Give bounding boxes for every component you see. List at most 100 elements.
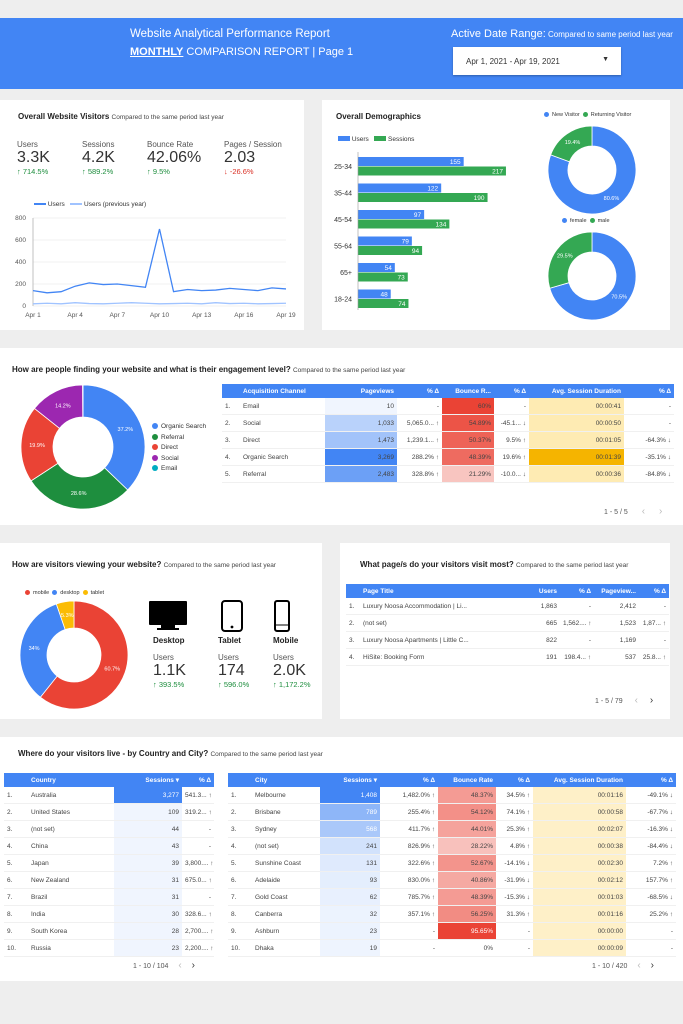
change-cell: -68.5% ↓	[626, 888, 676, 906]
users-cell: 822	[520, 631, 560, 649]
category-label: 65+	[340, 270, 352, 277]
city-cell: Ashburn	[252, 922, 320, 940]
bounce-cell: 50.37%	[442, 431, 494, 449]
date-range-dropdown[interactable]: Apr 1, 2021 - Apr 19, 2021 ▼	[453, 47, 621, 75]
header-row: City Sessions ▾% Δ Bounce Rate% Δ Avg. Sess…	[228, 773, 676, 787]
change-cell: -	[560, 598, 594, 615]
header-cell	[4, 773, 28, 787]
change-cell: -67.7% ↓	[626, 803, 676, 821]
pageviews-cell: 1,033	[325, 414, 397, 432]
legend-users-swatch	[338, 136, 350, 141]
top-pages-pager: 1 - 5 / 79 ‹ ›	[595, 695, 653, 706]
change-cell: -	[624, 414, 674, 432]
legend-users-label: Users	[47, 201, 65, 208]
bar-sessions	[358, 246, 423, 255]
gender-legend: female male	[562, 218, 610, 224]
legend-dot	[152, 465, 158, 472]
subtitle-bold: MONTHLY	[130, 46, 184, 58]
channel-cell: Direct	[240, 431, 325, 449]
bar-sessions	[358, 166, 506, 176]
row-index: 1.	[4, 787, 28, 804]
row-index: 2.	[346, 614, 360, 632]
country-table: Country Sessions ▾% Δ 1. Australia 3,277 541…	[4, 773, 214, 957]
bar-value-label: 74	[398, 301, 406, 308]
prev-page-icon[interactable]: ‹	[637, 960, 641, 971]
table-row: 3. Sydney 568 411.7% ↑ 44.01% 25.3% ↑ 00:02:07…	[228, 820, 676, 838]
next-page-icon[interactable]: ›	[658, 506, 663, 517]
city-table-body: 1. Melbourne 1,408 1,482.0% ↑ 48.37% 34.5% ↑ 0…	[228, 787, 676, 957]
slice-male	[547, 231, 593, 289]
duration-cell: 00:01:16	[533, 787, 626, 804]
metric-value: 42.06%	[147, 149, 202, 166]
category-label: 45-54	[334, 217, 352, 224]
top-pages-note: Compared to the same period last year	[516, 562, 629, 569]
device-desktop: Desktop Users 1.1K ↑ 393.5%	[153, 636, 186, 689]
metric-bounce-rate: Bounce Rate 42.06% ↑ 9.5%	[147, 140, 201, 176]
row-index: 5.	[4, 854, 28, 872]
slice-value-label: 37.2%	[118, 427, 134, 433]
change-cell: -45.1... ↓	[494, 414, 529, 432]
metric-change: ↑ 9.5%	[147, 167, 170, 176]
engagement-title: How are people finding your website and …	[12, 365, 406, 374]
header-cell: Page Title	[360, 584, 520, 598]
visitors-line-chart: 0 200 400 600 800 Apr 1 Apr 4 Apr 7 Apr 10 Apr 13…	[15, 215, 296, 319]
channel-donut: 37.2% 28.6% 19.9% 14.2%	[20, 384, 146, 510]
channel-cell: Organic Search	[240, 448, 325, 466]
table-row: 2. (not set) 665 1,562.... ↑ 1,523 1,87... ↑	[346, 614, 669, 632]
y-tick-label: 600	[15, 237, 26, 244]
prev-page-icon[interactable]: ‹	[641, 506, 646, 517]
change-cell: -	[624, 398, 674, 415]
next-page-icon[interactable]: ›	[191, 960, 196, 971]
pageviews-cell: 10	[325, 398, 397, 415]
prev-page-icon[interactable]: ‹	[634, 695, 638, 706]
header-cell	[222, 384, 240, 398]
legend-users-swatch	[34, 203, 46, 206]
pageviews-cell: 537	[594, 648, 639, 666]
legend-dot	[582, 112, 588, 118]
x-tick-label: Apr 7	[110, 312, 126, 319]
country-cell: Brazil	[28, 888, 114, 906]
change-cell: -	[182, 837, 214, 855]
pager-text: 1 - 10 / 420	[592, 963, 628, 970]
bounce-cell: 54.12%	[438, 803, 496, 821]
legend-mobile: mobile	[33, 590, 50, 596]
change-cell: 7.2% ↑	[626, 854, 676, 872]
country-table-body: 1. Australia 3,277 541.3... ↑ 2. United State…	[4, 787, 214, 957]
row-index: 7.	[228, 888, 252, 906]
row-index: 10.	[4, 939, 28, 957]
bar-value-label: 94	[412, 248, 420, 255]
table-row: 2. United States 109 319.2... ↑	[4, 803, 214, 821]
header-cell: Avg. Session Duration	[529, 384, 624, 398]
table-row: 5. Referral 2,483 328.8% ↑ 21.29% -10.0... ↓ 0…	[222, 465, 674, 483]
devices-title: How are visitors viewing your website? C…	[12, 560, 276, 569]
row-index: 7.	[4, 888, 28, 906]
x-tick-label: Apr 19	[276, 312, 296, 319]
pageviews-cell: 2,483	[325, 465, 397, 483]
bar-sessions	[358, 193, 488, 202]
change-cell: 830.0% ↑	[380, 871, 438, 889]
bounce-cell: 48.39%	[438, 888, 496, 906]
header-cell: Pageviews	[325, 384, 397, 398]
change-cell: -	[380, 939, 438, 957]
duration-cell: 00:00:41	[529, 398, 624, 415]
row-index: 4.	[228, 837, 252, 855]
change-cell: 319.2... ↑	[182, 803, 214, 821]
change-cell: 157.7% ↑	[626, 871, 676, 889]
chevron-down-icon: ▼	[602, 56, 609, 63]
line-legend: Users Users (previous year)	[34, 201, 146, 208]
change-cell: 826.9% ↑	[380, 837, 438, 855]
bounce-cell: 40.86%	[438, 871, 496, 889]
next-page-icon[interactable]: ›	[650, 960, 655, 971]
device-metric-label: Users	[218, 653, 239, 662]
header-row: Acquisition Channel Pageviews% Δ Bounce R.…	[222, 384, 674, 398]
city-table-header: City Sessions ▾% Δ Bounce Rate% Δ Avg. Sess…	[228, 773, 676, 787]
change-cell: 1,239.1... ↑	[397, 431, 442, 449]
sessions-cell: 19	[320, 939, 380, 957]
table-row: 5. Japan 39 3,800.... ↑	[4, 854, 214, 872]
change-cell: -84.4% ↓	[626, 837, 676, 855]
prev-page-icon[interactable]: ‹	[178, 960, 182, 971]
bar-value-label: 48	[380, 292, 388, 299]
next-page-icon[interactable]: ›	[649, 695, 654, 706]
row-index: 6.	[228, 871, 252, 889]
change-cell: -16.3% ↓	[626, 820, 676, 838]
